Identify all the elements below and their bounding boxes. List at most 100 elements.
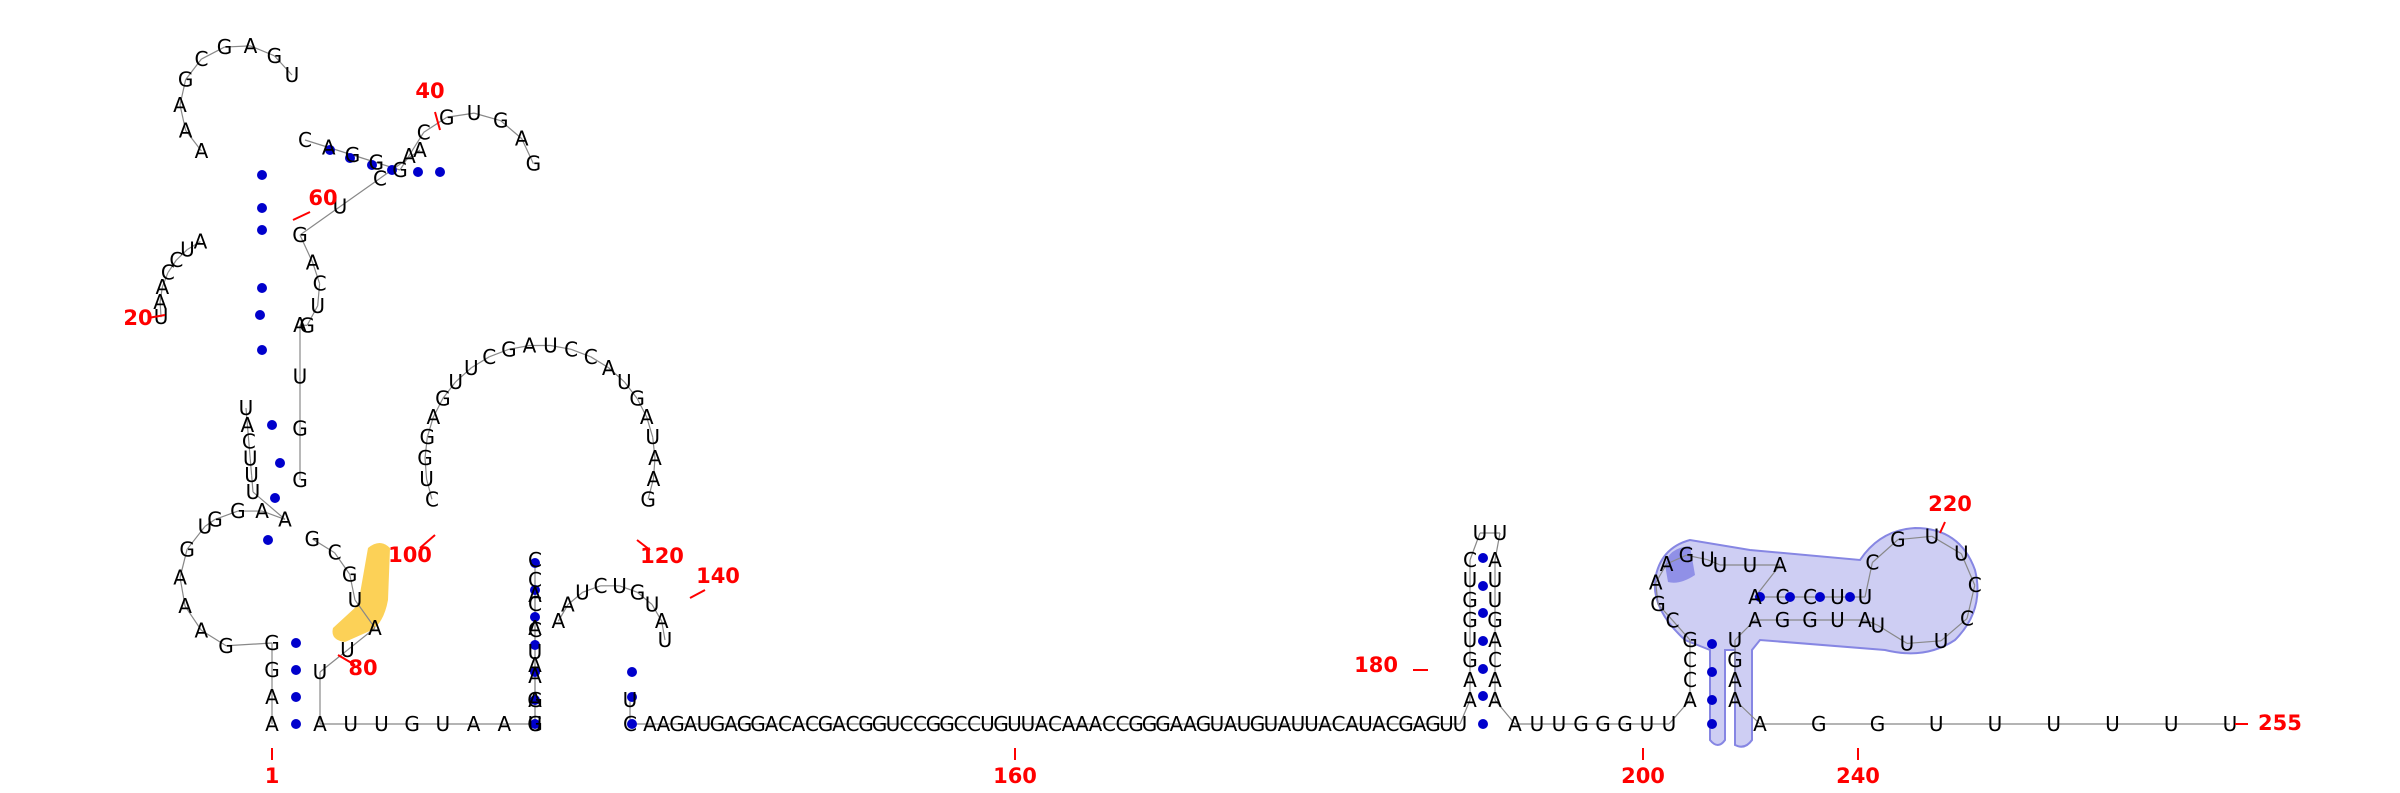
nucleotide: A — [278, 507, 292, 531]
backbone-link — [299, 234, 314, 263]
nucleotide: U — [2046, 712, 2061, 736]
backbone-link — [426, 416, 434, 438]
nucleotide: G — [1573, 712, 1589, 736]
backbone-link — [651, 604, 663, 622]
base-pair-dot — [530, 612, 540, 622]
backbone-link — [550, 344, 572, 350]
backbone-link — [1666, 554, 1687, 565]
nucleotide: C — [528, 568, 542, 592]
base-pair-dot — [530, 695, 540, 705]
backbone-link — [204, 518, 216, 527]
backbone-link — [299, 206, 341, 236]
nucleotide: A — [1728, 688, 1742, 712]
nucleotide: C — [1463, 548, 1477, 572]
base-pair-dot — [530, 640, 540, 650]
nucleotide: U — [244, 463, 259, 487]
nucleotide: U — [1988, 712, 2003, 736]
yellow-highlight-region — [332, 543, 390, 642]
nucleotide: U — [1900, 631, 1915, 655]
backbone-link — [1672, 619, 1691, 641]
backbone-link — [1734, 699, 1761, 725]
backbone-link — [652, 437, 656, 459]
backbone-link — [423, 116, 448, 133]
backbone-link — [261, 510, 286, 520]
base-pair-dot — [627, 692, 637, 702]
nucleotide: A — [1075, 712, 1089, 736]
nucleotide: A — [497, 712, 511, 736]
nucleotide: U — [1488, 568, 1503, 592]
nucleotide: G — [267, 44, 283, 68]
nucleotide: U — [1463, 568, 1478, 592]
nucleotide: A — [179, 118, 193, 142]
nucleotide: U — [467, 101, 482, 125]
nucleotide: G — [292, 223, 308, 247]
nucleotide: A — [173, 93, 187, 117]
backbone-link — [399, 155, 410, 171]
nucleotide: A — [1035, 712, 1049, 736]
position-label: 60 — [308, 186, 337, 210]
nucleotide: A — [1345, 712, 1359, 736]
backbone-link — [582, 585, 601, 593]
backbone-link — [636, 398, 648, 418]
nucleotide: A — [306, 251, 320, 275]
nucleotide: A — [1318, 712, 1332, 736]
nucleotide: C — [425, 487, 439, 511]
nucleotide: G — [304, 527, 320, 551]
nucleotide: U — [1237, 712, 1252, 736]
nucleotide: U — [293, 365, 308, 389]
nucleotide: U — [1473, 521, 1488, 545]
base-pair-dot — [263, 535, 273, 545]
base-pair-dot — [1707, 719, 1717, 729]
nucleotide: U — [575, 580, 590, 604]
nucleotide: G — [1727, 648, 1743, 672]
nucleotide: A — [528, 664, 542, 688]
nucleotide: G — [493, 109, 509, 133]
nucleotide: G — [392, 158, 408, 182]
nucleotide: C — [1116, 712, 1130, 736]
nucleotide: A — [402, 144, 416, 168]
nucleotide: G — [299, 313, 315, 337]
nucleotide: U — [697, 712, 712, 736]
nucleotide: U — [1954, 542, 1969, 566]
position-label: 100 — [388, 543, 432, 567]
base-pair-dot — [1478, 581, 1488, 591]
nucleotide: C — [900, 712, 914, 736]
nucleotide: A — [1748, 608, 1762, 632]
nucleotide: G — [218, 634, 234, 658]
nucleotide: U — [2223, 712, 2238, 736]
nucleotide: G — [993, 712, 1009, 736]
nucleotide: G — [230, 499, 246, 523]
backbone-link — [1657, 603, 1673, 621]
nucleotide: A — [765, 712, 779, 736]
backbone-link — [1494, 699, 1516, 725]
nucleotide: A — [156, 275, 170, 299]
backbone-link — [179, 104, 187, 131]
nucleotide: A — [528, 616, 542, 640]
base-pair-dot — [530, 585, 540, 595]
nucleotide: C — [194, 47, 208, 71]
nucleotide: G — [345, 143, 361, 167]
backbone-link — [1864, 562, 1873, 598]
nucleotide: G — [1487, 608, 1503, 632]
nucleotide: A — [1413, 712, 1427, 736]
nucleotide: U — [2164, 712, 2179, 736]
nucleotide: C — [967, 712, 981, 736]
position-label: 220 — [1928, 492, 1972, 516]
backbone-link — [179, 577, 186, 607]
nucleotide: A — [413, 138, 427, 162]
backbone-link — [249, 458, 253, 476]
nucleotide: U — [464, 356, 479, 380]
nucleotide: G — [1595, 712, 1611, 736]
position-label: 140 — [696, 564, 740, 588]
nucleotide: G — [1802, 608, 1818, 632]
nucleotide: C — [298, 128, 312, 152]
backbone-link — [619, 585, 638, 593]
base-pair-dot — [627, 667, 637, 677]
backbone-link — [1469, 532, 1481, 561]
nucleotide: G — [178, 68, 194, 92]
base-pair-dot — [1707, 667, 1717, 677]
base-pair-dot — [1478, 719, 1488, 729]
nucleotide: A — [195, 618, 209, 642]
